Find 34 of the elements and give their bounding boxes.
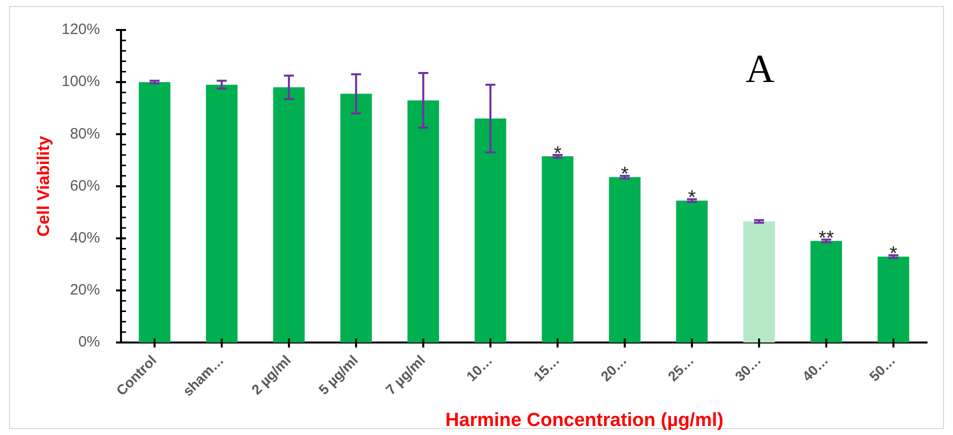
y-axis-title: Cell Viability [34, 135, 53, 237]
bar [138, 82, 170, 342]
bar [542, 156, 574, 342]
annotation: * [688, 187, 696, 210]
x-tick-label: 10… [463, 352, 496, 384]
x-tick-label: 40… [798, 352, 832, 384]
bar [810, 240, 842, 342]
y-tick-label: 100% [62, 73, 100, 90]
x-axis-title: Harmine Concentration (µg/ml) [445, 410, 724, 432]
x-tick-label: 20… [597, 352, 630, 384]
x-tick-label: 50… [866, 352, 898, 384]
bar [878, 256, 910, 342]
x-tick-label: 25… [664, 352, 697, 384]
bar [676, 200, 708, 342]
bar [474, 118, 506, 342]
annotation: A [746, 46, 775, 91]
x-tick-label: 30… [732, 352, 764, 384]
y-tick-label: 60% [70, 177, 100, 194]
y-tick-label: 80% [70, 125, 100, 142]
x-tick-label: 15… [530, 352, 562, 384]
bar [608, 177, 641, 342]
annotation: * [554, 142, 562, 165]
annotation: * [620, 164, 629, 186]
y-tick-label: 40% [70, 229, 100, 246]
bar [407, 100, 440, 342]
y-tick-label: 120% [62, 21, 100, 38]
y-tick-label: 20% [70, 282, 100, 299]
annotation: * [890, 243, 898, 266]
bar [743, 221, 775, 342]
bar [273, 87, 305, 342]
annotation: ** [818, 228, 834, 250]
bar [206, 84, 238, 342]
bar [340, 94, 372, 342]
y-tick-label: 0% [78, 334, 100, 351]
